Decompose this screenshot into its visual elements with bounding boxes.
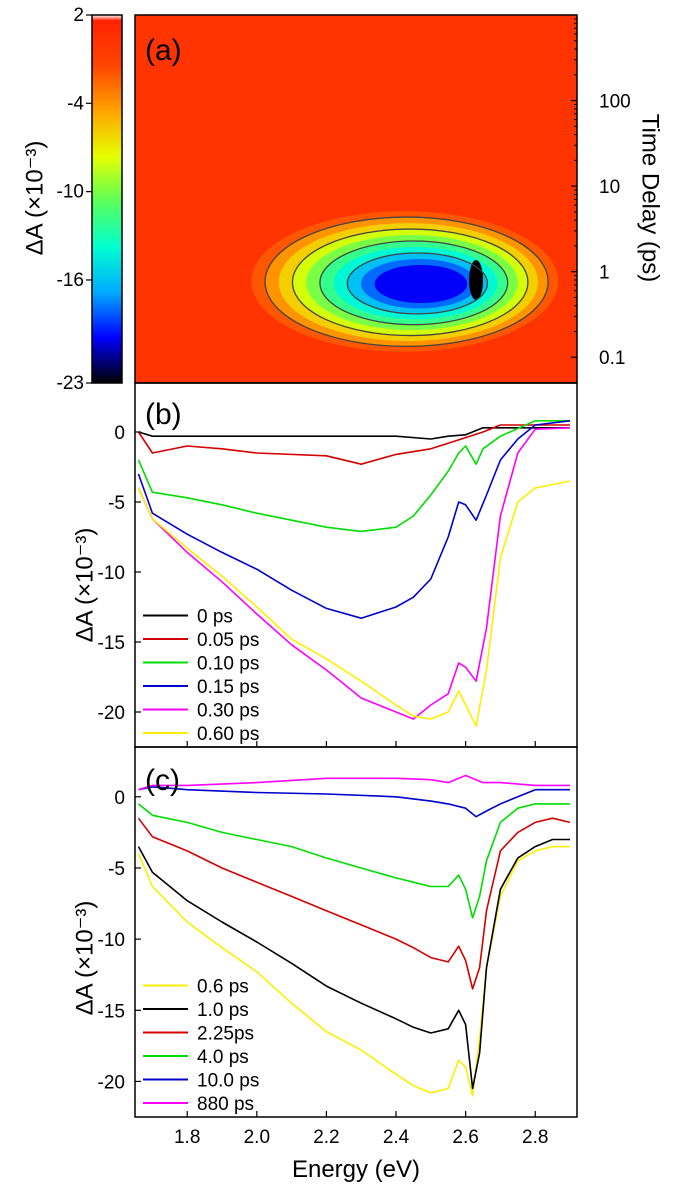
colorbar-tick-label: -16 bbox=[57, 270, 84, 291]
legend-label: 880 ps bbox=[197, 1094, 254, 1115]
xtick-label: 1.8 bbox=[174, 1127, 200, 1148]
series-line bbox=[137, 845, 570, 1097]
xtick-label: 2.2 bbox=[313, 1127, 339, 1148]
xtick-label: 2.6 bbox=[452, 1127, 478, 1148]
series-line bbox=[137, 424, 570, 466]
heatmap-ylabel: Time Delay (ps) bbox=[637, 114, 664, 282]
ytick-label: -10 bbox=[98, 930, 125, 951]
ytick-label: 0 bbox=[114, 423, 125, 444]
panel-c-frame bbox=[134, 746, 578, 1118]
series-line bbox=[137, 803, 570, 919]
colorbar: 2 -4 -10 -16 -23 ΔA (×10⁻³) bbox=[21, 5, 123, 394]
heatmap-yticks: 0.1 1 10 100 bbox=[571, 18, 631, 369]
series-line bbox=[138, 785, 570, 818]
series-line bbox=[137, 427, 571, 720]
heatmap-ytick-label: 1 bbox=[599, 263, 610, 284]
heatmap-ytick-label: 100 bbox=[599, 92, 631, 113]
ytick-label: -15 bbox=[98, 633, 125, 654]
xtick-label: 2.8 bbox=[522, 1127, 548, 1148]
legend-label: 0.60 ps bbox=[197, 724, 259, 745]
panel-c-ylabel: ΔA (×10⁻³) bbox=[71, 901, 98, 1016]
series-line bbox=[137, 838, 570, 1090]
panel-b: 0 -5 -10 -15 -20 0 ps0.05 ps 0.10 ps0.15 ps 0.… bbox=[71, 382, 578, 748]
colorbar-ticks: 2 -4 -10 -16 -23 bbox=[57, 5, 92, 394]
heatmap-contour bbox=[319, 240, 509, 326]
ytick-label: -15 bbox=[98, 1001, 125, 1022]
series-line bbox=[137, 817, 571, 990]
heatmap-ytick-label: 10 bbox=[599, 177, 620, 198]
panel-c-lines bbox=[137, 774, 571, 1097]
series-line bbox=[138, 426, 570, 440]
series-line bbox=[138, 774, 570, 791]
panel-b-legend: 0 ps0.05 ps 0.10 ps0.15 ps 0.30 ps0.60 ps bbox=[143, 607, 259, 745]
colorbar-tick-label: -23 bbox=[57, 373, 84, 394]
xtick-label: 2.0 bbox=[244, 1127, 270, 1148]
panel-c: 0-5-10-15-20 1.8 2.0 2.2 2.4 2.6 2.8 0.6 ps1.… bbox=[71, 746, 578, 1183]
heatmap-surface bbox=[135, 15, 577, 383]
heatmap-contour bbox=[264, 216, 549, 348]
legend-label: 2.25ps bbox=[197, 1024, 254, 1045]
ytick-label: -20 bbox=[98, 703, 125, 724]
colorbar-tick-label: -4 bbox=[67, 93, 84, 114]
panel-c-xlabel: Energy (eV) bbox=[292, 1156, 420, 1183]
heatmap-level bbox=[374, 264, 468, 304]
legend-label: 4.0 ps bbox=[197, 1047, 249, 1068]
panel-c-xticks: 1.8 2.0 2.2 2.4 2.6 2.8 bbox=[174, 1127, 548, 1148]
panel-b-lines bbox=[137, 419, 571, 727]
legend-label: 0.05 ps bbox=[197, 630, 259, 651]
ytick-label: -5 bbox=[108, 859, 125, 880]
legend-label: 10.0 ps bbox=[197, 1071, 259, 1092]
panel-c-label: (c) bbox=[145, 764, 180, 797]
legend-label: 1.0 ps bbox=[197, 1000, 249, 1021]
colorbar-tick-label: 2 bbox=[73, 5, 84, 26]
heatmap-ytick-label: 0.1 bbox=[599, 348, 625, 369]
heatmap-contours bbox=[264, 216, 549, 348]
heatmap-contour bbox=[291, 228, 529, 337]
panel-c-yticks: 0 -5 -10 -15 -20 bbox=[98, 788, 536, 1117]
panel-b-ylabel: ΔA (×10⁻³) bbox=[71, 528, 98, 643]
legend-label: 0.30 ps bbox=[197, 701, 259, 722]
legend-label: 0 ps bbox=[197, 607, 233, 628]
heatmap-contour bbox=[346, 252, 489, 315]
series-line bbox=[137, 420, 571, 620]
xtick-label: 2.4 bbox=[383, 1127, 410, 1148]
legend-label: 0.15 ps bbox=[197, 677, 259, 698]
colorbar-gradient bbox=[91, 14, 123, 384]
legend-label: 0.10 ps bbox=[197, 654, 259, 675]
panel-a-label: (a) bbox=[145, 34, 182, 67]
ytick-label: -20 bbox=[98, 1072, 125, 1093]
series-line bbox=[137, 419, 570, 533]
panel-b-label: (b) bbox=[145, 398, 182, 431]
heatmap-panel: 0.1 1 10 100 (a) Time Delay (ps) bbox=[134, 14, 664, 384]
colorbar-label: ΔA (×10⁻³) bbox=[21, 141, 48, 256]
ytick-label: -10 bbox=[98, 563, 125, 584]
panel-b-yticks: 0 -5 -10 -15 -20 bbox=[98, 423, 536, 747]
legend-label: 0.6 ps bbox=[197, 977, 249, 998]
ytick-label: 0 bbox=[114, 788, 125, 809]
series-line bbox=[137, 480, 571, 727]
colorbar-tick-label: -10 bbox=[57, 182, 84, 203]
ytick-label: -5 bbox=[108, 493, 125, 514]
